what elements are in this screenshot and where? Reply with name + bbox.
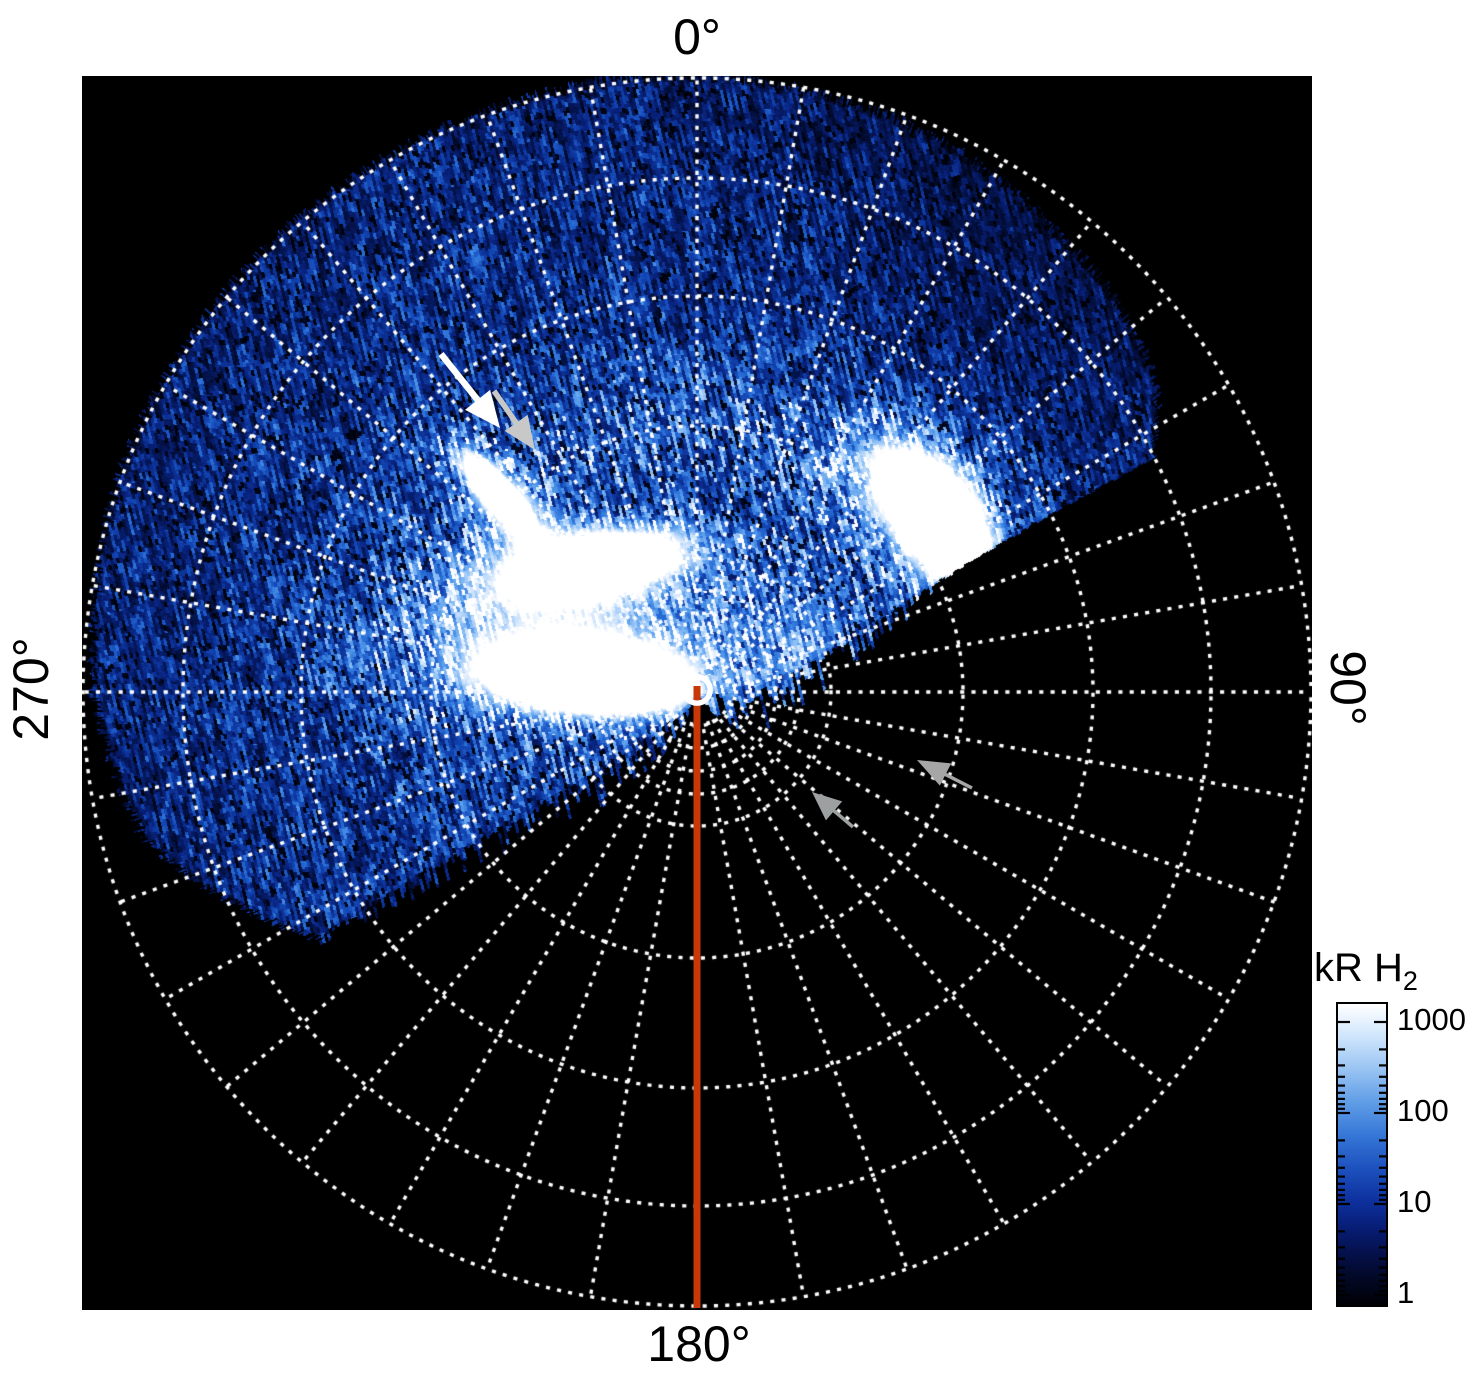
colorbar-title-subscript: 2: [1402, 966, 1418, 996]
colorbar-tick-label-1: 1: [1397, 1275, 1415, 1310]
angle-label-90: 90°: [1320, 650, 1376, 726]
colorbar-tick-label-1000: 1000: [1397, 1002, 1466, 1037]
colorbar-title: kR H2: [1314, 946, 1418, 997]
colorbar-ticks: [1338, 1020, 1386, 1297]
angle-label-270: 270°: [3, 637, 59, 741]
colorbar-title-main: kR H: [1314, 946, 1403, 990]
colorbar-tick-label-10: 10: [1397, 1184, 1432, 1219]
angle-label-180: 180°: [647, 1316, 751, 1372]
colorbar-tick-label-100: 100: [1397, 1093, 1449, 1128]
polar-aurora-heatmap-canvas: [82, 76, 1312, 1310]
angle-label-0: 0°: [673, 9, 721, 65]
colorbar: [1336, 1002, 1388, 1307]
